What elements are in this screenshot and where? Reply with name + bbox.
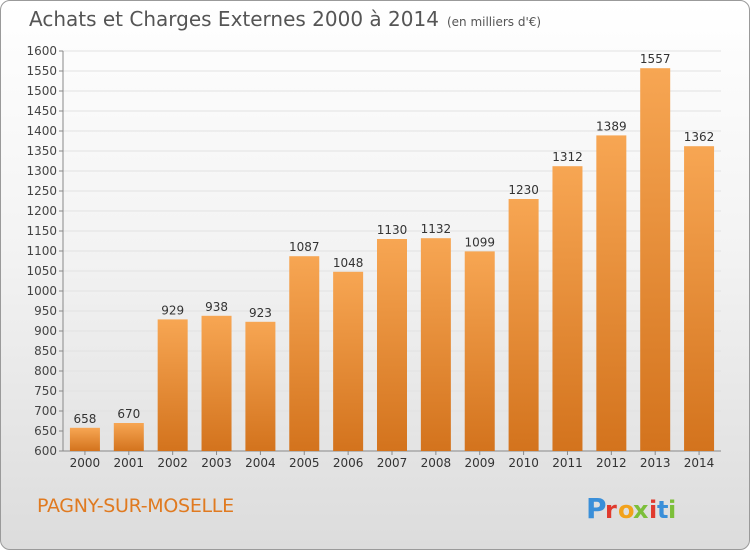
x-tick-label: 2007 xyxy=(377,456,408,470)
y-tick-label: 1200 xyxy=(26,204,57,218)
bar-value-label: 1230 xyxy=(508,183,539,197)
y-tick-label: 1400 xyxy=(26,124,57,138)
y-tick-label: 1300 xyxy=(26,164,57,178)
x-tick-label: 2003 xyxy=(201,456,232,470)
y-tick-label: 1000 xyxy=(26,284,57,298)
bar-2001 xyxy=(113,423,144,451)
bar-2014 xyxy=(684,146,715,451)
x-tick-label: 2014 xyxy=(684,456,715,470)
x-tick-label: 2011 xyxy=(552,456,583,470)
logo-letter: t xyxy=(657,496,668,524)
y-tick-label: 1600 xyxy=(26,44,57,58)
y-tick-label: 1450 xyxy=(26,104,57,118)
bar-value-label: 1132 xyxy=(421,222,452,236)
y-tick-label: 1100 xyxy=(26,244,57,258)
y-tick-label: 950 xyxy=(34,304,57,318)
chart-title-block: Achats et Charges Externes 2000 à 2014 (e… xyxy=(29,7,541,31)
chart-title: Achats et Charges Externes 2000 à 2014 xyxy=(29,7,439,31)
x-tick-label: 2006 xyxy=(333,456,364,470)
bar-2008 xyxy=(420,238,451,451)
x-tick-label: 2002 xyxy=(157,456,188,470)
x-tick-label: 2004 xyxy=(245,456,276,470)
chart-unit: (en milliers d'€) xyxy=(446,15,542,29)
bar-2012 xyxy=(596,135,627,451)
x-tick-label: 2000 xyxy=(70,456,101,470)
y-tick-label: 1500 xyxy=(26,84,57,98)
logo-letter: P xyxy=(586,492,607,525)
bar-2000 xyxy=(69,427,100,451)
x-tick-label: 2012 xyxy=(596,456,627,470)
logo-letter: i xyxy=(649,496,657,524)
bar-2006 xyxy=(333,271,364,451)
x-tick-label: 2008 xyxy=(421,456,452,470)
bar-value-label: 1099 xyxy=(464,235,495,249)
bar-2007 xyxy=(377,239,407,451)
bar-value-label: 1312 xyxy=(552,150,583,164)
bar-2005 xyxy=(289,256,320,451)
bar-2003 xyxy=(201,315,232,451)
y-tick-label: 1050 xyxy=(26,264,57,278)
bar-2013 xyxy=(640,68,671,451)
bar-value-label: 658 xyxy=(73,412,96,426)
bar-value-label: 1362 xyxy=(684,130,715,144)
bar-value-label: 938 xyxy=(205,300,228,314)
bar-value-label: 1087 xyxy=(289,240,320,254)
bar-value-label: 1048 xyxy=(333,256,364,270)
bar-2004 xyxy=(245,321,276,451)
y-tick-label: 650 xyxy=(34,424,57,438)
bar-value-label: 1130 xyxy=(377,223,408,237)
bar-value-label: 1557 xyxy=(640,52,671,66)
proxiti-logo: Pr ox i t i xyxy=(586,492,676,525)
x-tick-label: 2005 xyxy=(289,456,320,470)
y-tick-label: 1350 xyxy=(26,144,57,158)
logo-letter: x xyxy=(633,496,649,524)
y-tick-label: 850 xyxy=(34,344,57,358)
bar-2011 xyxy=(552,166,583,451)
bar-2010 xyxy=(508,199,539,451)
bar-value-label: 929 xyxy=(161,303,184,317)
y-tick-label: 700 xyxy=(34,404,57,418)
y-tick-label: 1550 xyxy=(26,64,57,78)
y-tick-label: 900 xyxy=(34,324,57,338)
bar-value-label: 670 xyxy=(117,407,140,421)
x-tick-label: 2010 xyxy=(508,456,539,470)
logo-letter: i xyxy=(668,496,676,524)
y-tick-label: 1150 xyxy=(26,224,57,238)
x-tick-label: 2009 xyxy=(464,456,495,470)
commune-name: PAGNY-SUR-MOSELLE xyxy=(37,495,234,517)
bar-value-label: 1389 xyxy=(596,119,627,133)
y-tick-label: 750 xyxy=(34,384,57,398)
bar-value-label: 923 xyxy=(249,306,272,320)
y-tick-label: 600 xyxy=(34,444,57,458)
x-tick-label: 2013 xyxy=(640,456,671,470)
bar-2009 xyxy=(464,251,495,451)
logo-letter: r xyxy=(605,496,617,524)
bar-2002 xyxy=(157,319,188,451)
y-tick-label: 1250 xyxy=(26,184,57,198)
x-tick-label: 2001 xyxy=(114,456,145,470)
y-tick-label: 800 xyxy=(34,364,57,378)
logo-letter: o xyxy=(618,496,635,524)
